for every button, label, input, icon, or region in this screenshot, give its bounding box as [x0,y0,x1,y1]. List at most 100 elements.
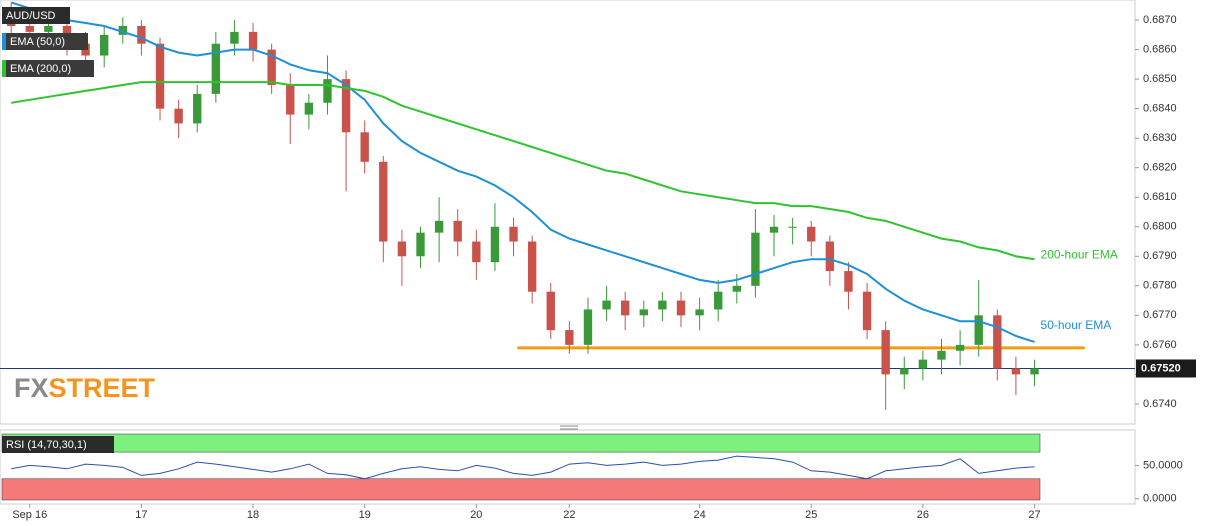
candle-body [434,220,444,233]
rsi-y-tick-label: 50.0000 [1143,459,1183,471]
ema-annotation: 200-hour EMA [1041,247,1118,261]
candle-body [211,43,221,94]
x-tick-label: 24 [693,509,705,521]
chart-title: AUD/USD [6,10,56,22]
candle-body [267,49,276,86]
overbought-band [1,433,1041,453]
candle-body [993,315,1002,369]
x-tick-label: 20 [470,509,482,521]
brand-logo: FXSTREET [14,373,156,403]
legend-box [2,60,94,77]
y-tick-label: 0.6830 [1143,132,1177,144]
y-tick-label: 0.6780 [1143,280,1177,292]
legend-label: EMA (200,0) [10,63,71,75]
candle-body [732,285,742,292]
candle-body [918,359,928,369]
candle-body [286,85,295,115]
x-tick-label: 18 [247,509,259,521]
candle-body [695,309,704,316]
candle-body [769,226,779,233]
oversold-band [1,478,1041,501]
last-price-box [1136,359,1196,378]
y-tick-label: 0.6770 [1143,309,1177,321]
candle-body [230,31,239,44]
candle-body [100,34,109,56]
candle-body [881,330,890,375]
legend-swatch [2,33,6,50]
candle-body [118,25,127,35]
candle-body [397,241,407,257]
candle-body [862,291,872,331]
y-tick-label: 0.6740 [1143,398,1177,410]
candle-body [620,300,630,316]
candle-body [472,241,481,263]
candle-body [900,368,909,375]
candle-body [565,330,574,345]
y-tick-label: 0.6820 [1143,162,1177,174]
candle-body [602,300,611,310]
candle-body [807,226,816,242]
candle-body [751,232,760,286]
y-tick-label: 0.6840 [1143,103,1177,115]
candle-body [137,25,146,44]
candle-body [955,344,965,351]
candle-body [341,79,351,133]
brand-part: FX [14,373,49,403]
candle-body [304,102,314,115]
rsi-title-box [2,436,114,453]
candle-body [1030,368,1039,375]
ema-annotation: 50-hour EMA [1041,318,1112,332]
candle-body [490,226,500,263]
candle-body [453,220,462,242]
candle-body [658,300,667,310]
candle-body [825,241,835,272]
price-panel [0,0,1136,425]
candle-body [509,226,518,242]
candle-body [583,309,593,345]
y-tick-label: 0.6860 [1143,44,1177,56]
legend-label: EMA (50,0) [10,36,65,48]
candle-body [546,291,555,331]
candle-body [379,161,388,242]
candle-body [639,309,648,316]
rsi-title: RSI (14,70,30,1) [6,439,87,451]
brand-part: STREET [49,373,156,403]
candle-body [360,132,369,162]
candle-body [937,350,946,360]
candle-body [155,43,165,109]
x-tick-label: 26 [917,509,929,521]
rsi-line [11,455,1035,480]
candle-body [174,108,183,124]
rsi-y-tick-label: 0.0000 [1143,493,1177,505]
candle-body [527,241,537,292]
legend-box [2,33,88,50]
ema-line [10,1,1035,343]
y-tick-label: 0.6800 [1143,221,1177,233]
title-box [2,7,70,24]
candle-body [714,291,723,310]
candle-body [676,300,686,316]
y-tick-label: 0.6790 [1143,250,1177,262]
candle-body [193,93,202,124]
candle-body [248,31,258,50]
legend-swatch [2,60,6,77]
candle-body [974,315,983,345]
ema-line [11,81,1035,261]
x-tick-label: 22 [563,509,575,521]
candle-body [844,271,853,292]
candle-body [788,226,797,228]
y-tick-label: 0.6870 [1143,14,1177,26]
candle-body [25,25,34,32]
x-tick-label: Sep 16 [12,509,47,521]
candle-body [44,25,53,32]
x-tick-label: 27 [1028,509,1040,521]
candle-body [1011,368,1021,375]
x-tick-label: 17 [135,509,147,521]
y-tick-label: 0.6850 [1143,73,1177,85]
last-price-label: 0.67520 [1141,362,1181,374]
candle-body [416,232,425,257]
x-tick-label: 19 [359,509,371,521]
candle-body [323,79,332,103]
x-tick-label: 25 [805,509,817,521]
